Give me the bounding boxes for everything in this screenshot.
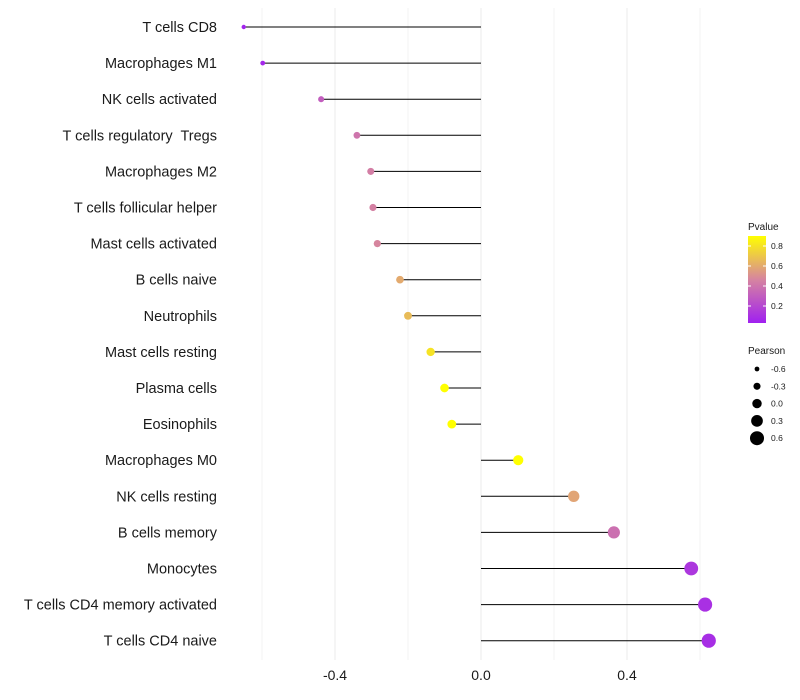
category-label: Macrophages M2: [105, 164, 217, 180]
data-point: [607, 526, 620, 539]
size-key-dot: [754, 366, 760, 372]
category-label: T cells regulatory Tregs: [63, 128, 217, 144]
category-label: Mast cells resting: [105, 345, 217, 361]
category-label: Macrophages M0: [105, 453, 217, 469]
data-point: [396, 275, 404, 284]
data-point: [426, 347, 435, 357]
category-label: T cells CD4 memory activated: [24, 598, 217, 614]
category-label: B cells naive: [136, 273, 217, 289]
size-key-dot: [752, 398, 762, 409]
size-key-label: 0.0: [771, 399, 783, 409]
data-point: [318, 96, 325, 103]
data-point: [369, 203, 377, 212]
x-tick-label: -0.4: [323, 667, 347, 683]
pearson-legend: Pearson -0.6 -0.3 0.0 0.3 0.6: [748, 346, 786, 446]
x-axis-ticks: -0.4 0.0 0.4: [323, 667, 637, 683]
x-tick-label: 0.0: [471, 667, 491, 683]
size-key-label: -0.6: [771, 364, 786, 374]
category-label: Mast cells activated: [90, 237, 217, 253]
data-point: [353, 131, 361, 139]
size-key-label: 0.3: [771, 416, 783, 426]
data-point: [701, 633, 716, 648]
colorbar-tick-label: 0.8: [771, 241, 783, 251]
colorbar-tick-label: 0.4: [771, 281, 783, 291]
data-point: [260, 60, 266, 66]
data-point: [568, 490, 580, 502]
lollipop-stems: [243, 26, 709, 642]
size-key-dot: [749, 431, 765, 446]
data-point: [684, 561, 699, 576]
pearson-legend-title: Pearson: [748, 346, 785, 357]
category-label: Plasma cells: [136, 381, 217, 397]
size-key-dot: [751, 415, 763, 427]
data-point: [404, 311, 412, 320]
category-label: NK cells activated: [102, 92, 217, 108]
pearson-legend-keys: -0.6 -0.3 0.0 0.3 0.6: [749, 364, 786, 446]
colorbar-tick-label: 0.2: [771, 301, 783, 311]
data-point: [440, 383, 449, 393]
category-label: T cells follicular helper: [74, 201, 217, 217]
category-label: Monocytes: [147, 562, 217, 578]
size-key-dot: [753, 382, 761, 390]
size-key-label: -0.3: [771, 381, 786, 391]
data-point: [373, 239, 381, 248]
pvalue-legend-title: Pvalue: [748, 222, 779, 233]
category-label: T cells CD4 naive: [104, 634, 217, 650]
y-axis-labels: T cells CD8 Macrophages M1 NK cells activa…: [24, 20, 218, 650]
x-tick-label: 0.4: [617, 667, 637, 683]
data-point: [698, 597, 713, 612]
data-point: [447, 419, 457, 429]
lollipop-points: [241, 24, 716, 648]
category-label: T cells CD8: [142, 20, 217, 36]
data-point: [241, 24, 246, 30]
data-point: [367, 167, 375, 175]
category-label: Macrophages M1: [105, 56, 217, 72]
colorbar-tick-label: 0.6: [771, 261, 783, 271]
data-point: [513, 455, 524, 466]
pvalue-colorbar-ticks: 0.8 0.6 0.4 0.2: [748, 241, 783, 311]
category-label: B cells memory: [118, 525, 218, 541]
pvalue-colorbar: [748, 236, 766, 323]
size-key-label: 0.6: [771, 433, 783, 443]
pvalue-legend: Pvalue 0.8 0.6 0.4 0.2: [748, 222, 783, 323]
category-label: Neutrophils: [144, 309, 217, 325]
category-label: Eosinophils: [143, 417, 217, 433]
grid-lines: [261, 8, 701, 660]
category-label: NK cells resting: [116, 489, 217, 505]
